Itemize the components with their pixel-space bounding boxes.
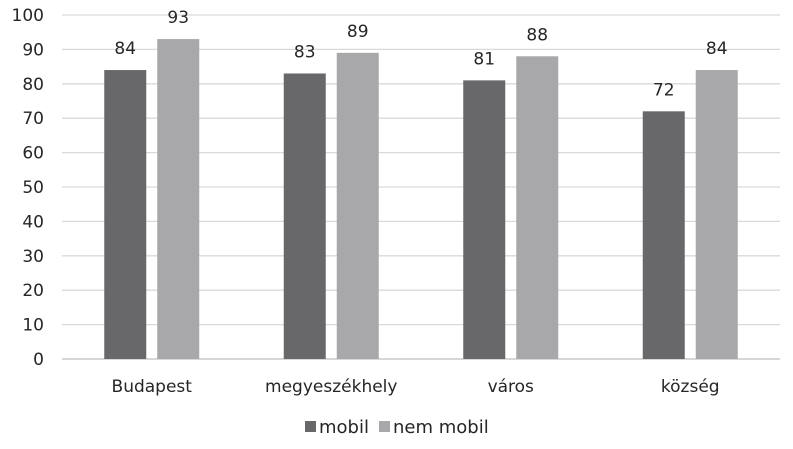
bar-mobil-3: [642, 111, 685, 359]
bar-mobil-1: [283, 73, 326, 359]
y-tick-label: 70: [22, 109, 44, 129]
data-label: 89: [347, 22, 369, 42]
bars: [104, 39, 738, 360]
y-tick-label: 30: [22, 247, 44, 267]
legend-label: nem mobil: [393, 417, 489, 438]
legend-label: mobil: [319, 417, 369, 438]
x-category-label: Budapest: [112, 377, 193, 397]
bar-nem-mobil-1: [336, 52, 379, 360]
bar-nem-mobil-3: [695, 70, 738, 359]
data-label: 83: [294, 42, 316, 62]
data-label: 81: [473, 49, 495, 69]
y-tick-label: 40: [22, 212, 44, 232]
data-label: 88: [526, 25, 548, 45]
x-category-label: község: [661, 377, 720, 397]
data-label: 93: [167, 8, 189, 28]
bar-mobil-2: [463, 80, 506, 360]
bar-mobil-0: [104, 70, 147, 359]
x-category-label: megyeszékhely: [265, 377, 397, 397]
y-tick-label: 100: [12, 6, 44, 26]
data-label: 84: [114, 39, 136, 59]
x-category-label: város: [488, 377, 534, 397]
data-label: 72: [653, 80, 675, 100]
y-tick-label: 50: [22, 178, 44, 198]
y-tick-label: 90: [22, 40, 44, 60]
legend-swatch: [305, 421, 316, 432]
y-tick-label: 20: [22, 281, 44, 301]
data-labels: 84 93 83 89 81 88 72 84: [114, 8, 727, 100]
x-axis-category-labels: Budapest megyeszékhely város község: [112, 377, 720, 397]
y-tick-label: 80: [22, 75, 44, 95]
bar-nem-mobil-0: [157, 39, 200, 360]
bar-nem-mobil-2: [516, 56, 559, 359]
data-label: 84: [706, 39, 728, 59]
y-axis-tick-labels: 0 10 20 30 40 50 60 70 80 90 100: [12, 6, 44, 370]
legend: mobil nem mobil: [305, 417, 489, 438]
y-tick-label: 60: [22, 144, 44, 164]
y-tick-label: 10: [22, 316, 44, 336]
legend-swatch: [378, 421, 390, 432]
y-tick-label: 0: [33, 350, 44, 370]
